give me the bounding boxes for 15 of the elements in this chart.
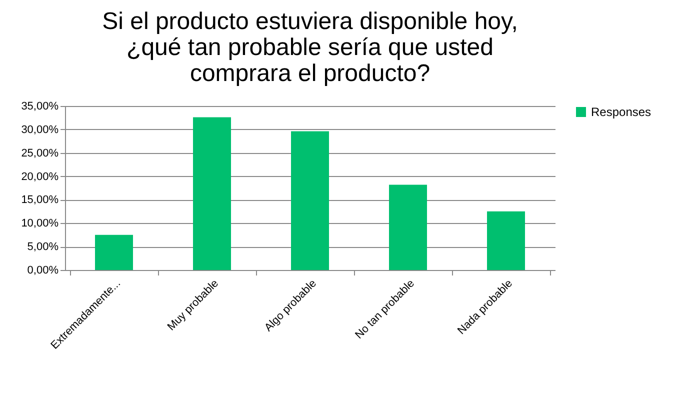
y-tick-label: 35,00%: [21, 100, 59, 112]
bar: [487, 211, 525, 270]
bar: [193, 117, 231, 270]
y-tick-label: 20,00%: [21, 170, 59, 183]
chart-title: Si el producto estuviera disponible hoy, ¿qué tan probable sería que usted comprara el producto?: [102, 8, 518, 87]
y-tick-label: 5,00%: [27, 241, 59, 254]
y-tick-label: 25,00%: [21, 147, 59, 160]
legend-label: Responses: [591, 105, 652, 119]
bar: [95, 234, 133, 270]
bar: [291, 131, 329, 270]
y-tick-label: 0,00%: [27, 264, 59, 276]
y-tick-label: 10,00%: [21, 218, 59, 230]
bar: [389, 184, 427, 270]
y-tick-label: 30,00%: [21, 124, 59, 136]
y-tick-label: 15,00%: [21, 194, 59, 206]
